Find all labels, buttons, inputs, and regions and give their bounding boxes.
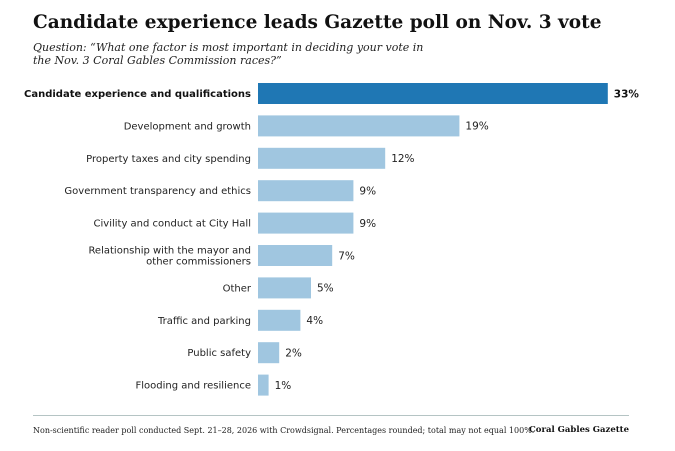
value-label: 9% (359, 218, 376, 230)
value-label: 5% (317, 283, 334, 295)
bar (258, 180, 354, 202)
category-label: Flooding and resilience (136, 381, 251, 392)
chart-subtitle: Question: “What one factor is most impor… (33, 41, 424, 67)
bar (258, 309, 301, 331)
bar (258, 342, 280, 364)
bar-chart: Candidate experience and qualifications 3… (24, 83, 640, 396)
value-label: 4% (306, 315, 323, 327)
category-label: Candidate experience and qualifications (24, 89, 251, 100)
chart-title: Candidate experience leads Gazette poll … (33, 12, 602, 33)
value-label: 7% (338, 250, 355, 262)
source-credit: Coral Gables Gazette (529, 425, 629, 435)
footnote: Non-scientific reader poll conducted Sep… (33, 426, 535, 435)
category-label: Public safety (187, 348, 251, 359)
category-label: Development and growth (124, 121, 251, 132)
category-label: Government transparency and ethics (64, 186, 251, 197)
bar (258, 115, 460, 137)
footer-divider (33, 415, 629, 416)
bar (258, 212, 354, 234)
bar (258, 83, 608, 104)
category-label: Other (223, 283, 252, 294)
category-label: Civility and conduct at City Hall (94, 219, 251, 230)
category-label: Property taxes and city spending (86, 154, 251, 165)
bar (258, 147, 386, 169)
value-label: 9% (359, 186, 376, 198)
value-label: 1% (275, 380, 292, 392)
bar (258, 374, 269, 396)
value-label: 19% (465, 121, 488, 133)
value-label: 12% (391, 153, 414, 165)
category-label: Traffic and parking (157, 316, 251, 327)
bar (258, 277, 311, 299)
bar (258, 245, 333, 266)
value-label: 2% (285, 348, 302, 360)
category-label: Relationship with the mayor and other com… (88, 246, 251, 268)
value-label: 33% (614, 88, 640, 100)
